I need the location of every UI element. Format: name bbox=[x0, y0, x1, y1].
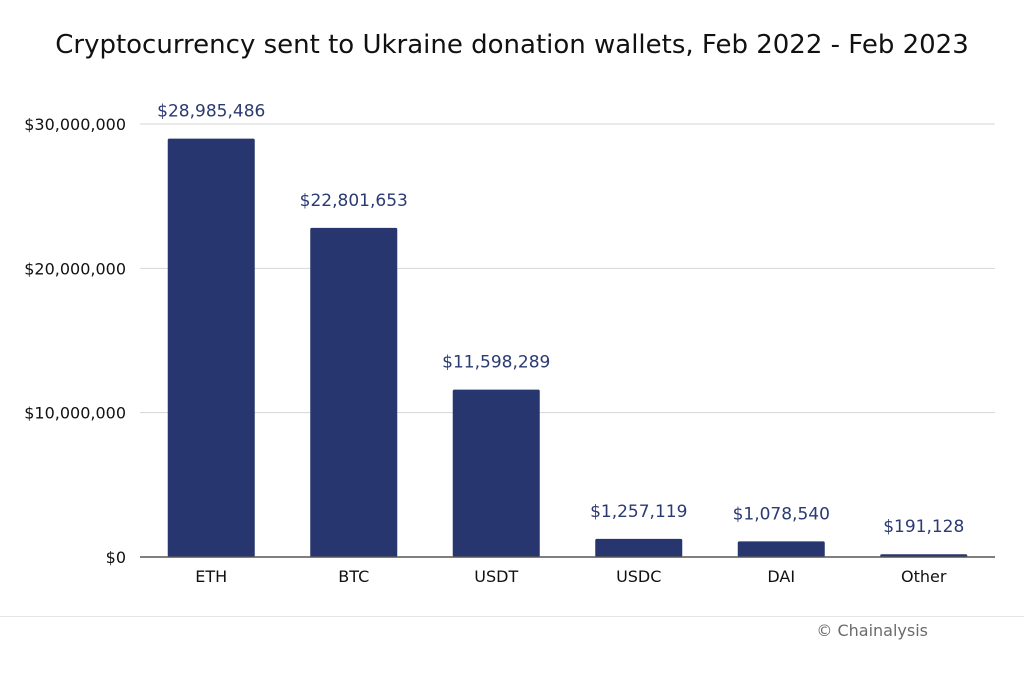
value-label-dai: $1,078,540 bbox=[733, 504, 830, 524]
bar-usdt bbox=[452, 389, 540, 557]
chart-title: Cryptocurrency sent to Ukraine donation … bbox=[55, 30, 969, 60]
x-axis-categories: ETH BTC USDT USDC DAI Other bbox=[195, 567, 947, 586]
gridlines bbox=[140, 123, 995, 414]
category-label-usdt: USDT bbox=[474, 567, 518, 586]
source-credit: © Chainalysis bbox=[816, 621, 928, 640]
value-label-eth: $28,985,486 bbox=[157, 102, 265, 122]
category-label-btc: BTC bbox=[338, 567, 369, 586]
category-label-usdc: USDC bbox=[616, 567, 661, 586]
bars bbox=[167, 138, 968, 557]
y-tick-label: $30,000,000 bbox=[24, 115, 126, 134]
bar-btc bbox=[310, 227, 398, 557]
y-tick-label: $20,000,000 bbox=[24, 259, 126, 278]
y-tick-label: $10,000,000 bbox=[24, 404, 126, 423]
y-tick-label: $0 bbox=[106, 548, 126, 567]
value-labels: $28,985,486 $22,801,653 $11,598,289 $1,257,… bbox=[157, 102, 964, 538]
bar-eth bbox=[167, 138, 255, 557]
bar-usdc bbox=[595, 538, 683, 557]
category-label-other: Other bbox=[901, 567, 947, 586]
bar-dai bbox=[737, 541, 825, 557]
value-label-other: $191,128 bbox=[883, 517, 964, 537]
footer-divider bbox=[0, 616, 1024, 617]
value-label-btc: $22,801,653 bbox=[300, 191, 408, 211]
value-label-usdt: $11,598,289 bbox=[442, 353, 550, 373]
y-axis-ticks: $0 $10,000,000 $20,000,000 $30,000,000 bbox=[24, 115, 126, 567]
category-label-eth: ETH bbox=[195, 567, 227, 586]
category-label-dai: DAI bbox=[767, 567, 795, 586]
value-label-usdc: $1,257,119 bbox=[590, 502, 687, 522]
